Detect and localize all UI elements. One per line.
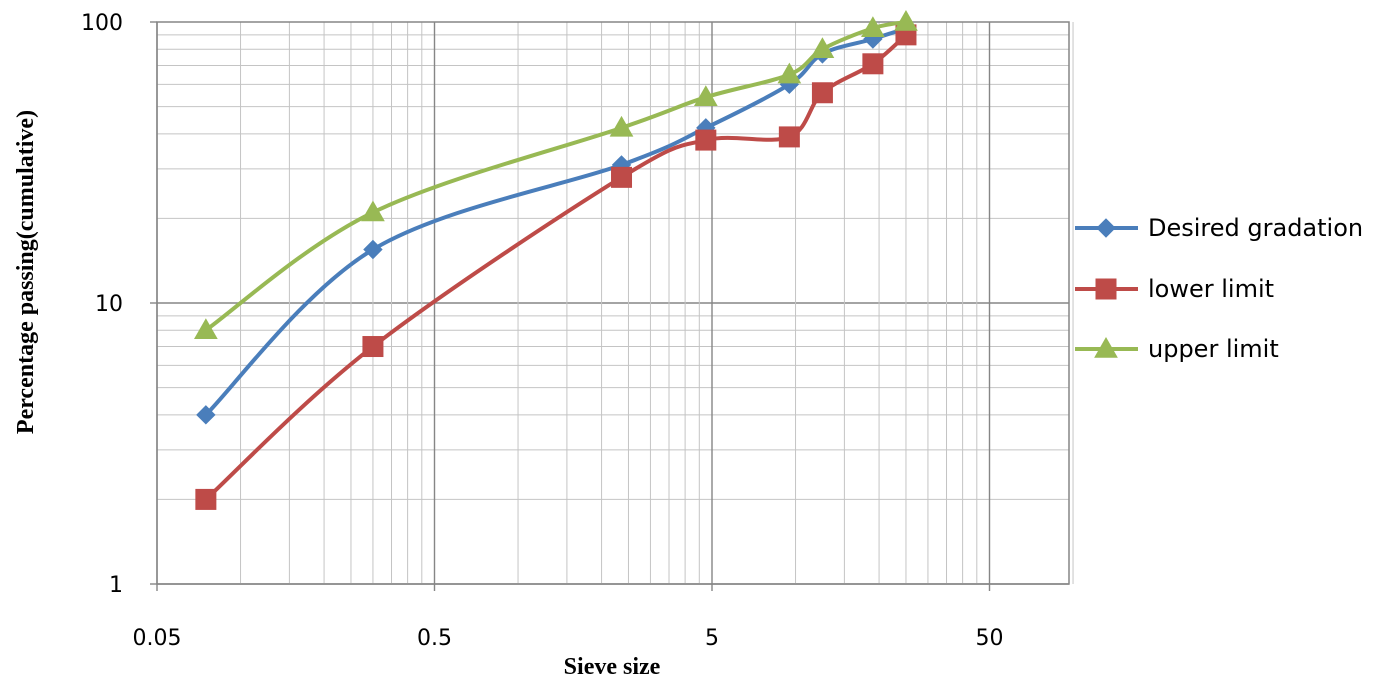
x-tick-label: 5 xyxy=(705,626,719,651)
data-point-triangle xyxy=(777,62,802,84)
data-point-triangle xyxy=(361,200,385,222)
series-lower-limit xyxy=(195,24,917,510)
data-point-triangle xyxy=(810,37,835,58)
series-upper-limit xyxy=(194,9,918,339)
legend: Desired gradation lower limit upper limit xyxy=(1075,214,1363,363)
y-axis-ticks: 1 10 100 xyxy=(81,11,157,598)
y-tick-label: 1 xyxy=(109,573,123,598)
data-point-square xyxy=(611,166,633,188)
legend-item: upper limit xyxy=(1075,335,1279,363)
data-point-square xyxy=(778,126,800,148)
y-axis-title: Percentage passing(cumulative) xyxy=(13,110,39,434)
y-tick-label: 100 xyxy=(81,11,123,36)
legend-item: Desired gradation xyxy=(1075,214,1363,242)
data-point-square xyxy=(195,488,217,510)
data-point-triangle xyxy=(861,16,885,38)
data-point-square xyxy=(695,129,717,151)
data-point-square xyxy=(862,53,884,75)
data-point-triangle xyxy=(693,85,718,106)
series-line xyxy=(203,32,908,502)
x-axis-ticks: 0.05 0.5 5 50 xyxy=(133,584,1004,651)
legend-marker-diamond xyxy=(1096,218,1116,238)
x-tick-label: 0.05 xyxy=(133,626,182,651)
data-point-triangle xyxy=(894,9,918,31)
series-line xyxy=(203,20,908,333)
x-axis-title: Sieve size xyxy=(564,654,661,680)
legend-label: lower limit xyxy=(1148,275,1274,303)
series xyxy=(194,9,918,510)
legend-item: lower limit xyxy=(1075,275,1274,303)
data-point-square xyxy=(811,82,833,104)
x-tick-label: 50 xyxy=(976,626,1004,651)
legend-marker-triangle xyxy=(1094,336,1118,358)
legend-label: Desired gradation xyxy=(1148,214,1363,242)
y-tick-label: 10 xyxy=(95,292,123,317)
data-point-diamond xyxy=(196,405,216,425)
legend-label: upper limit xyxy=(1148,335,1279,363)
data-point-square xyxy=(362,336,384,358)
grid xyxy=(156,22,1074,585)
legend-marker-square xyxy=(1095,278,1117,300)
data-point-triangle xyxy=(194,318,218,339)
data-point-diamond xyxy=(363,239,383,260)
x-tick-label: 0.5 xyxy=(417,626,452,651)
data-point-triangle xyxy=(609,115,634,137)
series-line xyxy=(203,26,908,417)
